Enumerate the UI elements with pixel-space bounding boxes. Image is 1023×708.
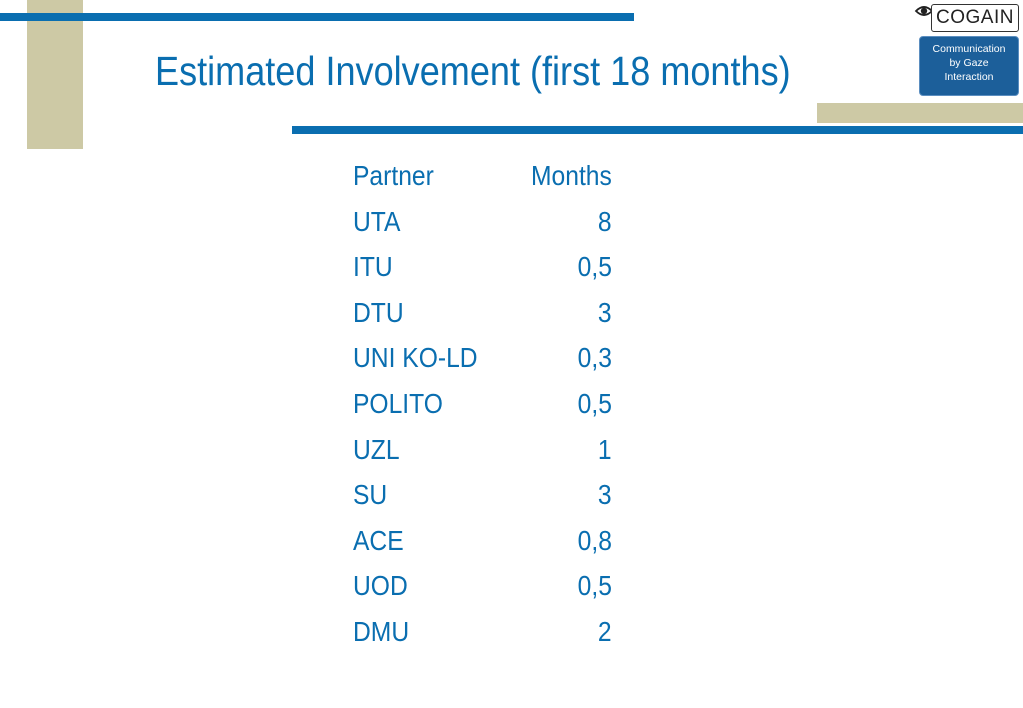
decorative-tan-bar-left bbox=[27, 0, 83, 149]
partner-cell: UOD bbox=[353, 570, 408, 602]
logo-tagline-line-3: Interaction bbox=[944, 71, 994, 83]
decorative-blue-rule-middle bbox=[292, 126, 1023, 134]
months-cell: 0,5 bbox=[577, 570, 612, 602]
months-cell: 1 bbox=[598, 433, 612, 465]
decorative-tan-bar-right bbox=[817, 103, 1023, 123]
months-cell: 3 bbox=[598, 479, 612, 511]
partner-cell: UZL bbox=[353, 433, 400, 465]
months-cell: 0,8 bbox=[577, 524, 612, 556]
partner-cell: UNI KO-LD bbox=[353, 342, 478, 374]
logo-tagline-line-2: by Gaze bbox=[949, 57, 989, 69]
partner-cell: DTU bbox=[353, 296, 404, 328]
logo-tagline-box: Communication by Gaze Interaction bbox=[919, 36, 1019, 96]
months-cell: 2 bbox=[598, 615, 612, 647]
partner-cell: SU bbox=[353, 479, 388, 511]
header-months: Months bbox=[531, 160, 612, 191]
slide-title: Estimated Involvement (first 18 months) bbox=[155, 48, 791, 94]
months-cell: 0,3 bbox=[577, 342, 612, 374]
months-cell: 0,5 bbox=[577, 387, 612, 419]
partner-cell: POLITO bbox=[353, 387, 443, 419]
months-cell: 8 bbox=[598, 205, 612, 237]
logo-wordmark: COGAIN bbox=[931, 4, 1019, 32]
cogain-logo: COGAIN Communication by Gaze Interaction bbox=[913, 0, 1019, 97]
months-cell: 0,5 bbox=[577, 251, 612, 283]
partner-cell: UTA bbox=[353, 205, 401, 237]
partner-cell: ITU bbox=[353, 251, 393, 283]
partner-cell: DMU bbox=[353, 615, 410, 647]
decorative-blue-rule-top bbox=[0, 13, 634, 21]
partner-cell: ACE bbox=[353, 524, 404, 556]
months-cell: 3 bbox=[598, 296, 612, 328]
logo-tagline-line-1: Communication bbox=[932, 43, 1006, 55]
header-partner: Partner bbox=[353, 160, 434, 191]
